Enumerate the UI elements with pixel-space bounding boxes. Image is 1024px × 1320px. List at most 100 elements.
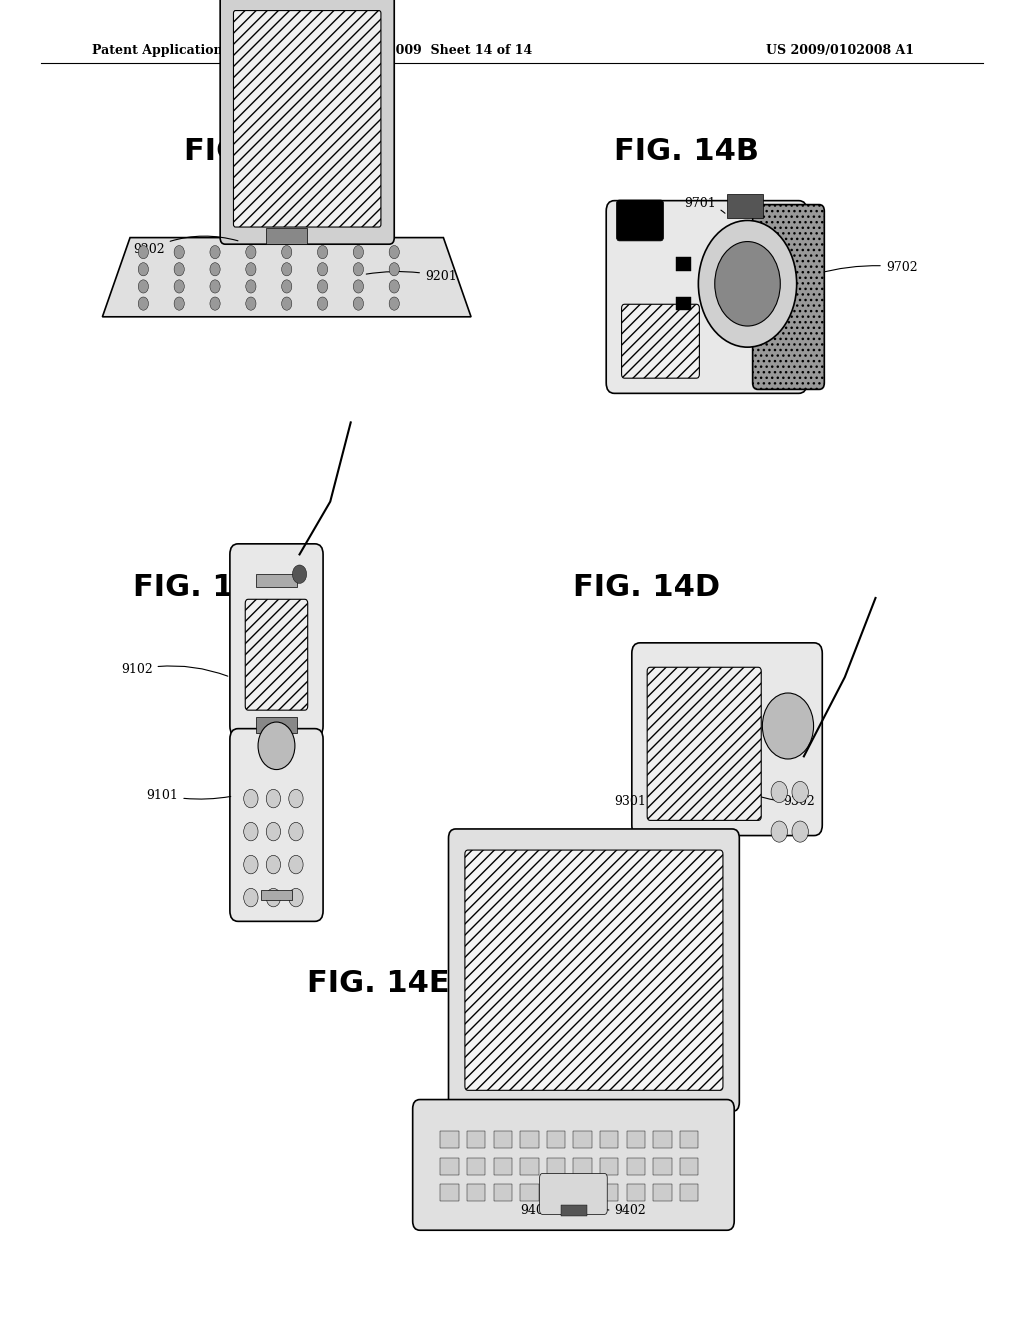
Circle shape [266,789,281,808]
Bar [256,717,297,733]
Bar [547,1131,565,1148]
Circle shape [174,246,184,259]
FancyBboxPatch shape [449,829,739,1111]
Circle shape [289,789,303,808]
Circle shape [210,297,220,310]
Text: 9202: 9202 [133,236,238,256]
Circle shape [771,781,787,803]
Circle shape [174,297,184,310]
Bar [561,1205,587,1216]
Bar [680,1184,698,1201]
Bar [440,1158,459,1175]
Circle shape [138,280,148,293]
Circle shape [246,280,256,293]
Circle shape [792,781,808,803]
Bar [494,1158,512,1175]
Circle shape [174,263,184,276]
Text: Patent Application Publication: Patent Application Publication [92,44,307,57]
Bar [547,1184,565,1201]
Text: FIG. 14B: FIG. 14B [614,137,760,166]
Circle shape [353,280,364,293]
Text: Apr. 23, 2009  Sheet 14 of 14: Apr. 23, 2009 Sheet 14 of 14 [328,44,532,57]
Bar [653,1158,672,1175]
Text: 9201: 9201 [367,269,457,282]
FancyBboxPatch shape [616,199,664,242]
FancyBboxPatch shape [229,544,324,737]
Bar [440,1131,459,1148]
Circle shape [282,280,292,293]
Bar [520,1158,539,1175]
Circle shape [174,280,184,293]
Circle shape [389,263,399,276]
Circle shape [266,822,281,841]
Bar [520,1131,539,1148]
Circle shape [266,855,281,874]
Circle shape [289,822,303,841]
Bar [627,1158,645,1175]
Bar [627,1131,645,1148]
Circle shape [210,280,220,293]
Circle shape [289,888,303,907]
Bar [573,1131,592,1148]
Text: FIG. 14D: FIG. 14D [573,573,721,602]
Circle shape [246,297,256,310]
Text: 9302: 9302 [749,793,815,808]
Bar [467,1131,485,1148]
FancyBboxPatch shape [229,729,324,921]
Circle shape [792,821,808,842]
Circle shape [246,246,256,259]
Text: US 2009/0102008 A1: US 2009/0102008 A1 [766,44,913,57]
Bar [547,1158,565,1175]
Circle shape [138,246,148,259]
FancyBboxPatch shape [233,11,381,227]
Bar [676,297,691,310]
Circle shape [138,263,148,276]
Circle shape [762,693,813,759]
Bar [600,1158,618,1175]
Text: 9101: 9101 [146,788,230,801]
FancyBboxPatch shape [220,0,394,244]
Bar [440,1184,459,1201]
Circle shape [246,263,256,276]
FancyBboxPatch shape [647,668,761,820]
Bar [256,574,297,587]
FancyBboxPatch shape [540,1173,607,1214]
Bar [680,1131,698,1148]
Bar [494,1131,512,1148]
Circle shape [389,280,399,293]
Bar [653,1184,672,1201]
Circle shape [389,246,399,259]
Bar [266,228,307,244]
Circle shape [210,263,220,276]
Circle shape [244,789,258,808]
Bar [627,1184,645,1201]
Circle shape [266,888,281,907]
FancyBboxPatch shape [632,643,822,836]
Polygon shape [102,238,471,317]
Text: 9102: 9102 [121,663,227,676]
Circle shape [258,722,295,770]
Bar [467,1184,485,1201]
Bar [467,1158,485,1175]
FancyBboxPatch shape [413,1100,734,1230]
Circle shape [353,263,364,276]
Circle shape [317,263,328,276]
Bar [676,257,691,271]
Bar [520,1184,539,1201]
Circle shape [317,246,328,259]
Circle shape [353,246,364,259]
Circle shape [282,297,292,310]
FancyBboxPatch shape [606,201,807,393]
Bar [680,1158,698,1175]
Circle shape [289,855,303,874]
Circle shape [389,297,399,310]
Text: FIG. 14A: FIG. 14A [184,137,330,166]
FancyBboxPatch shape [753,205,824,389]
Bar [494,1184,512,1201]
FancyBboxPatch shape [622,304,699,378]
Circle shape [698,220,797,347]
Circle shape [353,297,364,310]
Bar [573,1184,592,1201]
Circle shape [317,280,328,293]
Bar [727,194,763,218]
